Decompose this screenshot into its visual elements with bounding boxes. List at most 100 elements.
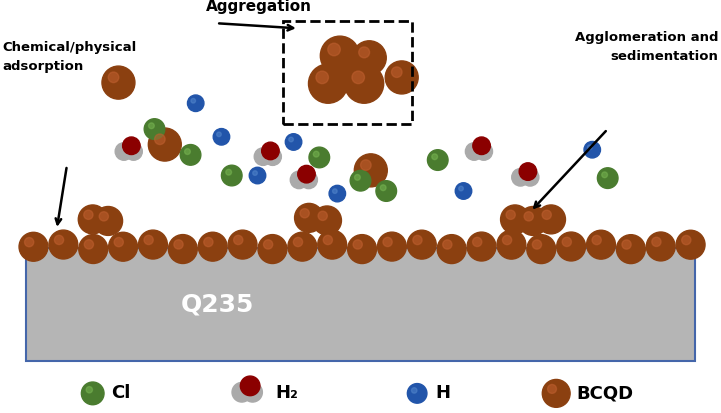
Circle shape [54, 235, 63, 244]
Circle shape [263, 240, 273, 249]
Circle shape [313, 206, 342, 235]
Text: Q235: Q235 [180, 292, 254, 317]
Circle shape [226, 169, 231, 175]
Circle shape [432, 154, 438, 159]
Circle shape [300, 209, 309, 218]
Circle shape [84, 240, 94, 249]
Circle shape [264, 148, 281, 165]
Circle shape [646, 232, 675, 261]
Circle shape [221, 165, 242, 186]
Circle shape [532, 240, 541, 249]
Circle shape [376, 181, 397, 202]
Circle shape [99, 212, 108, 221]
Text: Chemical/physical
adsorption: Chemical/physical adsorption [3, 41, 137, 73]
Text: H₂: H₂ [275, 385, 298, 402]
Circle shape [295, 203, 324, 232]
Circle shape [289, 137, 293, 142]
Circle shape [473, 137, 490, 154]
Circle shape [187, 95, 204, 112]
Circle shape [584, 141, 601, 158]
Circle shape [125, 143, 142, 160]
Circle shape [198, 232, 227, 261]
Circle shape [588, 145, 592, 150]
Circle shape [318, 230, 347, 259]
Text: BCQD: BCQD [577, 385, 634, 402]
Circle shape [94, 206, 123, 235]
Circle shape [506, 210, 516, 219]
Circle shape [309, 147, 329, 168]
Circle shape [204, 237, 213, 247]
Circle shape [472, 237, 482, 247]
Circle shape [191, 98, 195, 103]
Circle shape [258, 235, 287, 263]
Circle shape [392, 67, 402, 78]
Circle shape [518, 206, 547, 235]
Circle shape [318, 211, 327, 221]
Circle shape [350, 170, 371, 191]
Circle shape [286, 134, 302, 150]
Circle shape [291, 171, 308, 189]
Circle shape [592, 235, 601, 244]
Circle shape [407, 384, 427, 403]
Circle shape [547, 385, 557, 393]
Circle shape [149, 123, 154, 128]
Circle shape [385, 61, 418, 94]
Circle shape [681, 235, 691, 245]
Circle shape [180, 145, 201, 165]
Circle shape [443, 240, 452, 249]
Circle shape [437, 235, 466, 263]
Circle shape [652, 237, 661, 247]
Bar [26, 248, 695, 361]
Circle shape [428, 150, 448, 170]
Circle shape [465, 143, 483, 160]
Circle shape [536, 205, 565, 234]
Circle shape [243, 382, 262, 402]
Circle shape [676, 230, 705, 259]
Circle shape [154, 134, 165, 145]
Circle shape [253, 171, 257, 176]
Circle shape [360, 160, 371, 170]
Circle shape [232, 382, 252, 402]
Circle shape [262, 142, 279, 160]
Circle shape [348, 235, 376, 263]
Circle shape [598, 168, 618, 188]
Circle shape [407, 230, 436, 259]
Circle shape [25, 237, 34, 247]
Circle shape [114, 237, 123, 247]
Circle shape [383, 237, 392, 247]
Circle shape [102, 66, 135, 99]
Circle shape [527, 235, 556, 263]
Circle shape [353, 41, 386, 75]
Circle shape [86, 387, 92, 393]
Circle shape [413, 235, 422, 244]
Circle shape [320, 36, 360, 75]
Circle shape [459, 186, 464, 191]
Circle shape [234, 235, 243, 244]
Circle shape [378, 232, 407, 261]
Circle shape [512, 169, 529, 186]
Circle shape [228, 230, 257, 259]
Circle shape [293, 237, 303, 247]
Circle shape [81, 382, 104, 405]
Circle shape [497, 230, 526, 259]
Circle shape [332, 189, 337, 193]
Circle shape [123, 137, 140, 154]
Circle shape [562, 237, 572, 247]
Circle shape [115, 143, 133, 160]
Circle shape [412, 388, 417, 393]
Circle shape [503, 235, 512, 244]
Text: Cl: Cl [111, 385, 130, 402]
Circle shape [557, 232, 585, 261]
Circle shape [300, 171, 317, 189]
Circle shape [138, 230, 167, 259]
Circle shape [622, 240, 631, 249]
Circle shape [109, 232, 138, 261]
Circle shape [217, 132, 221, 137]
Circle shape [587, 230, 616, 259]
Circle shape [354, 154, 387, 187]
Circle shape [288, 232, 317, 261]
Circle shape [329, 185, 345, 202]
Circle shape [185, 149, 190, 154]
Text: Agglomeration and
sedimentation: Agglomeration and sedimentation [575, 31, 718, 63]
Circle shape [149, 128, 181, 161]
